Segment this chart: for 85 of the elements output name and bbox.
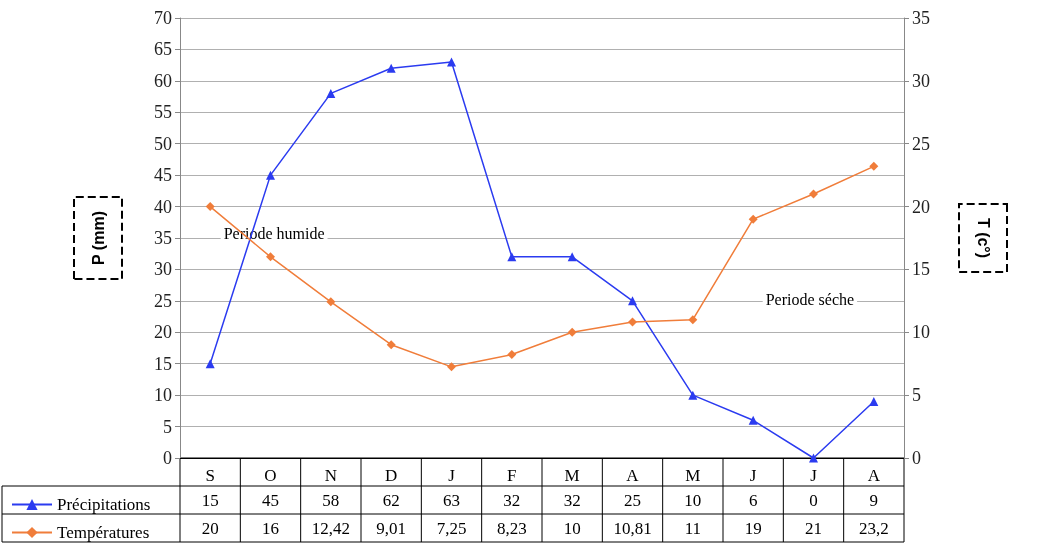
y2-tick-label: 0: [912, 448, 921, 468]
data-label: 19: [744, 518, 762, 538]
y2-tick-label: 15: [912, 259, 930, 280]
x-tick-label: A: [867, 466, 881, 485]
x-tick-label: A: [626, 466, 640, 485]
y-tick-label: 45: [154, 165, 172, 186]
point: [447, 57, 456, 67]
point: [266, 170, 275, 180]
point: [326, 88, 336, 98]
point: [809, 189, 818, 199]
y-tick-label: 60: [154, 70, 172, 91]
data-label: 9: [869, 490, 879, 510]
data-label: 16: [262, 518, 279, 538]
x-tick-label: J: [749, 466, 757, 485]
data-label: 12,42: [311, 518, 350, 538]
y-tick-label: 65: [154, 39, 172, 60]
data-label: 32: [503, 490, 521, 510]
data-label: 32: [563, 490, 581, 510]
data-label: 10: [684, 490, 702, 510]
point: [628, 317, 637, 327]
data-label: 15: [201, 490, 219, 510]
data-label: 21: [805, 518, 822, 538]
data-label: 58: [322, 490, 340, 510]
point: [266, 252, 275, 262]
x-tick-label: J: [810, 466, 818, 485]
point: [628, 296, 637, 306]
annotation: Periode séche: [765, 291, 855, 309]
data-label: 25: [624, 490, 641, 510]
x-tick-label: M: [564, 466, 580, 485]
legend-label: Précipitations: [57, 495, 151, 514]
y2-tick-label: 35: [912, 8, 930, 28]
point: [869, 161, 879, 171]
y-tick-label: 25: [154, 290, 172, 311]
data-label: 11: [684, 518, 702, 538]
y-tick-label: 55: [154, 102, 172, 123]
point: [507, 350, 517, 360]
y-tick-label: 35: [154, 228, 172, 248]
y2-tick-label: 5: [912, 385, 921, 406]
x-tick-label: M: [685, 466, 701, 485]
y-tick-label: 10: [154, 385, 172, 406]
y-axis-title: P (mm): [89, 211, 107, 265]
y2-tick-label: 30: [912, 70, 930, 91]
point: [748, 415, 758, 425]
point: [386, 340, 396, 350]
point: [688, 390, 698, 400]
y-tick-label: 40: [154, 196, 172, 217]
legend-label: Températures: [57, 523, 150, 542]
y-tick-label: 15: [154, 353, 172, 374]
y-tick-label: 5: [163, 416, 172, 437]
x-tick-label: F: [507, 466, 517, 485]
point: [688, 315, 698, 325]
point: [326, 297, 336, 307]
point: [809, 453, 818, 463]
y2-tick-label: 20: [912, 196, 930, 217]
data-label: 23,2: [858, 518, 889, 538]
y-tick-label: 0: [163, 448, 172, 468]
point: [205, 202, 215, 212]
y2-tick-label: 10: [912, 322, 930, 343]
x-tick-label: S: [205, 466, 215, 485]
point: [386, 63, 396, 73]
x-tick-label: D: [385, 466, 398, 485]
y2-axis-title: T (c°): [974, 217, 992, 259]
x-tick-label: O: [264, 466, 277, 485]
data-label: 63: [443, 490, 460, 510]
data-label: 0: [809, 490, 818, 510]
data-label: 6: [748, 490, 758, 510]
x-tick-label: J: [448, 466, 456, 485]
data-label: 20: [201, 518, 219, 538]
x-tick-label: N: [324, 466, 337, 485]
data-label: 45: [262, 490, 279, 510]
data-label: 10: [563, 518, 581, 538]
data-label: 62: [382, 490, 400, 510]
y-tick-label: 30: [154, 259, 172, 280]
point: [567, 327, 577, 337]
y-tick-label: 50: [154, 133, 172, 154]
point: [869, 396, 879, 406]
data-label: 7,25: [436, 518, 467, 538]
y2-tick-label: 25: [912, 133, 930, 154]
point: [447, 362, 456, 372]
data-label: 10,81: [613, 518, 652, 538]
data-label: 8,23: [496, 518, 527, 538]
data-label: 9,01: [376, 518, 407, 538]
point: [748, 214, 758, 224]
y-tick-label: 20: [154, 322, 172, 343]
y-tick-label: 70: [154, 8, 172, 28]
